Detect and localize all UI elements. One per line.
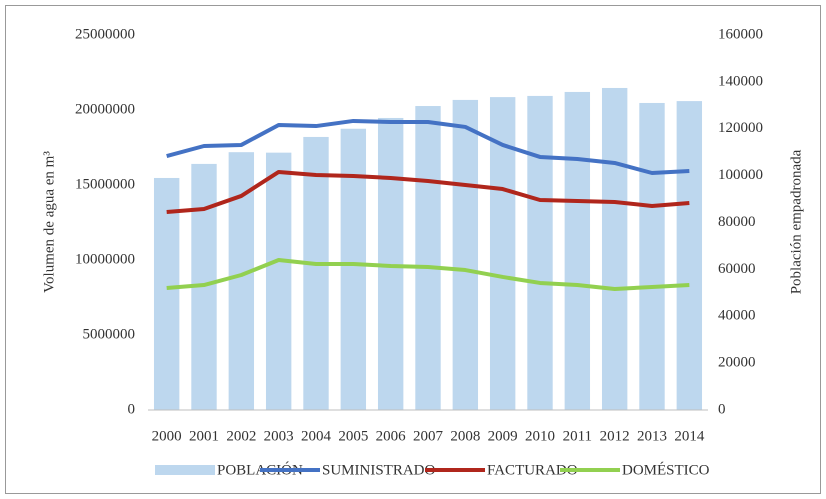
bar (452, 99, 479, 410)
y-tick-label: 15000000 (75, 176, 135, 192)
y2-axis-label: Población empadronada (788, 149, 804, 294)
bar (265, 152, 292, 410)
x-tick-label: 2013 (637, 428, 667, 444)
x-tick-label: 2011 (563, 428, 592, 444)
x-tick-label: 2009 (488, 428, 518, 444)
legend-label: FACTURADO (487, 462, 578, 478)
legend-label: SUMINISTRADO (322, 462, 436, 478)
bar (527, 95, 553, 410)
x-tick-label: 2006 (376, 428, 407, 444)
x-tick-label: 2014 (674, 428, 705, 444)
bar (415, 106, 441, 410)
bar (639, 102, 665, 410)
y2-tick-label: 140000 (718, 73, 763, 89)
x-tick-label: 2008 (450, 428, 480, 444)
y-tick-label: 10000000 (75, 251, 135, 267)
y-tick-label: 5000000 (83, 326, 136, 342)
y-tick-label: 0 (128, 401, 136, 417)
legend-swatch (155, 465, 215, 475)
y2-tick-label: 80000 (718, 214, 756, 230)
y2-tick-label: 100000 (718, 167, 763, 183)
x-tick-label: 2012 (600, 428, 630, 444)
x-tick-label: 2002 (226, 428, 256, 444)
line (166, 258, 690, 291)
y2-tick-label: 120000 (718, 120, 763, 136)
y2-tick-label: 60000 (718, 261, 756, 277)
bar (153, 177, 180, 410)
y2-tick-label: 0 (718, 401, 726, 417)
bar (340, 128, 367, 410)
y2-tick-label: 40000 (718, 308, 756, 324)
y2-tick-label: 20000 (718, 355, 756, 371)
bar (676, 101, 703, 410)
y2-tick-label: 160000 (718, 26, 763, 42)
x-tick-label: 2001 (189, 428, 219, 444)
y-tick-label: 20000000 (75, 101, 135, 117)
x-tick-label: 2004 (301, 428, 332, 444)
line (166, 118, 690, 175)
x-tick-label: 2010 (525, 428, 555, 444)
x-tick-label: 2005 (338, 428, 368, 444)
bar (564, 91, 591, 410)
bar (601, 87, 628, 410)
x-tick-label: 2000 (152, 428, 182, 444)
y-tick-label: 25000000 (75, 26, 135, 42)
x-tick-label: 2007 (413, 428, 444, 444)
legend-label: DOMÉSTICO (622, 461, 710, 478)
line (166, 169, 690, 214)
bar (303, 136, 329, 410)
y-axis-label: Volumen de agua en m³ (41, 151, 57, 293)
x-tick-label: 2003 (264, 428, 294, 444)
